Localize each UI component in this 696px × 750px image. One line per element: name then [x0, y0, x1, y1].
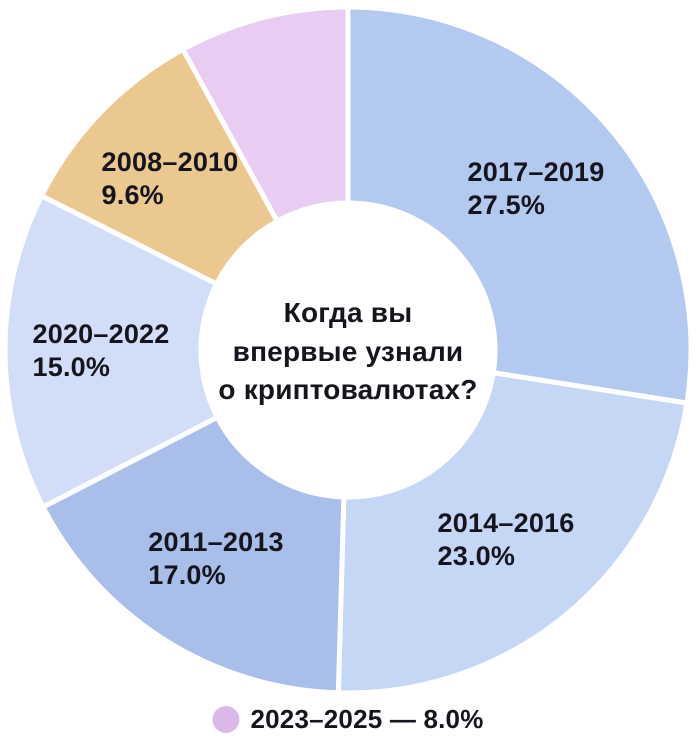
segment-label-2011–2013: 2011–2013 17.0% [148, 526, 283, 592]
donut-segment-2017–2019 [345, 4, 694, 406]
center-title-line: впервые узнали [232, 335, 464, 367]
segment-label-2017–2019: 2017–2019 27.5% [468, 156, 605, 222]
segment-label-years: 2017–2019 [467, 157, 605, 188]
center-title-line: о криптовалютах? [218, 374, 478, 406]
legend-label: 2023–2025 — 8.0% [250, 704, 484, 734]
legend-dot-2023-2025 [212, 706, 240, 733]
segment-label-percent: 9.6% [101, 180, 164, 210]
segment-label-years: 2020–2022 [32, 319, 170, 350]
segment-label-percent: 17.0% [148, 560, 226, 590]
segment-label-2014–2016: 2014–2016 23.0% [438, 507, 575, 573]
segment-label-percent: 23.0% [437, 541, 516, 571]
segment-label-2008–2010: 2008–2010 9.6% [102, 146, 239, 212]
chart-center-title: Когда вы впервые узнали о криптовалютах? [218, 294, 477, 410]
segment-label-years: 2014–2016 [437, 508, 575, 539]
segment-label-percent: 27.5% [467, 190, 546, 220]
donut-segment-2008–2010 [39, 46, 280, 287]
segment-label-years: 2011–2013 [148, 527, 284, 558]
chart-legend: 2023–2025 — 8.0% [212, 704, 483, 735]
donut-segment-2014–2016 [335, 370, 690, 696]
donut-segment-2020–2022 [2, 193, 220, 510]
center-title-line: Когда вы [283, 297, 413, 329]
donut-chart-canvas [2, 4, 694, 696]
donut-segment-2011–2013 [40, 414, 347, 696]
donut-segment-2023–2025 [180, 4, 351, 224]
segment-label-2020–2022: 2020–2022 15.0% [33, 318, 170, 384]
segment-label-percent: 15.0% [32, 352, 111, 382]
segment-label-years: 2008–2010 [101, 147, 239, 178]
